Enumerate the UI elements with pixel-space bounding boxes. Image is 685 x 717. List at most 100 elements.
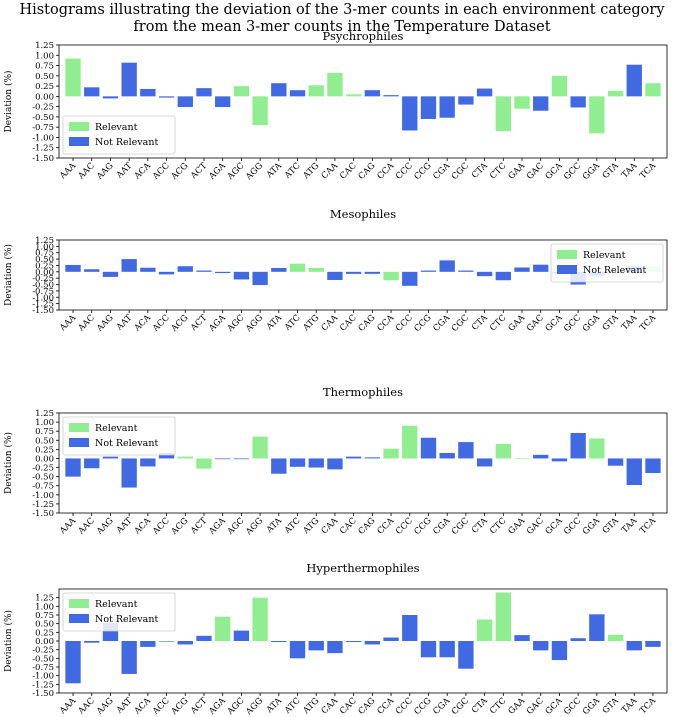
bar-cta bbox=[476, 88, 493, 97]
axes-frame bbox=[58, 412, 668, 514]
y-tick-label: -0.75 bbox=[32, 663, 54, 673]
y-tick-label: -0.75 bbox=[32, 123, 54, 133]
bar-aaa bbox=[65, 264, 81, 272]
x-tick-label-cca: CCA bbox=[376, 515, 397, 536]
bar-aag bbox=[102, 271, 119, 277]
x-tick-label-cta: CTA bbox=[470, 312, 490, 332]
x-tick-label-cac: CAC bbox=[338, 161, 359, 182]
bar-gca bbox=[551, 458, 568, 462]
x-tick-label-gta: GTA bbox=[601, 160, 622, 181]
x-tick-label-atg: ATG bbox=[301, 516, 322, 537]
bar-ccg bbox=[420, 437, 437, 459]
bar-ccc bbox=[402, 615, 418, 641]
bar-agc bbox=[233, 271, 250, 280]
x-tick-label-ccg: CCG bbox=[413, 313, 434, 334]
bar-ccg bbox=[420, 270, 437, 272]
y-tick-label: -1.25 bbox=[32, 500, 54, 510]
x-tick-label-aga: AGA bbox=[207, 695, 229, 717]
bar-atg bbox=[308, 458, 324, 468]
bar-cac bbox=[345, 456, 362, 459]
y-tick-label: -0.25 bbox=[32, 274, 54, 284]
bar-acc bbox=[158, 271, 175, 275]
bar-acc bbox=[158, 453, 175, 459]
x-tick-label-agg: AGG bbox=[244, 313, 266, 335]
x-tick-label-ccc: CCC bbox=[394, 313, 415, 334]
bar-gaa bbox=[514, 267, 530, 272]
y-tick-label: -1.50 bbox=[32, 306, 54, 316]
x-tick-label-cac: CAC bbox=[338, 696, 359, 717]
x-tick-label-gac: GAC bbox=[525, 313, 546, 334]
legend-swatch-relevant bbox=[69, 122, 89, 131]
bar-ata bbox=[271, 458, 287, 474]
x-tick-label-ctc: CTC bbox=[488, 516, 508, 536]
y-tick-label: 0.25 bbox=[35, 82, 54, 92]
bar-aca bbox=[140, 267, 156, 272]
legend-label-not-relevant: Not Relevant bbox=[583, 265, 646, 276]
bar-cag bbox=[364, 271, 381, 274]
panel-psychrophiles: Psychrophiles1.251.000.750.500.250.00-0.… bbox=[3, 29, 668, 183]
panel-mesophiles: Mesophiles1.251.000.750.500.250.00-0.25-… bbox=[3, 207, 668, 335]
bar-aag bbox=[102, 456, 119, 459]
bar-cga bbox=[439, 96, 455, 118]
legend-swatch-not-relevant bbox=[557, 265, 577, 274]
x-tick-label-cga: CGA bbox=[431, 160, 452, 181]
x-tick-label-aaa: AAA bbox=[57, 312, 78, 333]
x-tick-label-cag: CAG bbox=[357, 696, 378, 717]
x-tick-label-gaa: GAA bbox=[507, 695, 528, 716]
bar-gac bbox=[533, 96, 549, 111]
bar-ctc bbox=[495, 443, 511, 459]
x-tick-label-aga: AGA bbox=[207, 515, 229, 537]
bar-gca bbox=[551, 641, 568, 661]
x-tick-label-acc: ACC bbox=[150, 313, 171, 334]
x-tick-label-cta: CTA bbox=[470, 695, 490, 715]
x-tick-label-cta: CTA bbox=[470, 515, 490, 535]
bar-gca bbox=[551, 75, 568, 97]
bar-cca bbox=[383, 448, 399, 459]
bar-gcc bbox=[570, 96, 586, 108]
bar-aag bbox=[102, 96, 119, 99]
x-tick-label-cgc: CGC bbox=[450, 696, 471, 717]
x-tick-label-agc: AGC bbox=[225, 696, 247, 717]
x-tick-label-atc: ATC bbox=[282, 161, 302, 181]
x-tick-label-ccc: CCC bbox=[394, 516, 415, 537]
x-tick-label-aat: AAT bbox=[114, 161, 134, 181]
y-tick-label: -1.50 bbox=[32, 154, 54, 164]
x-tick-label-agc: AGC bbox=[225, 516, 247, 538]
x-tick-label-agc: AGC bbox=[225, 161, 247, 183]
x-tick-label-gca: GCA bbox=[544, 695, 565, 716]
figure-title-line2: from the mean 3-mer counts in the Temper… bbox=[133, 19, 550, 35]
bar-gcc bbox=[570, 638, 586, 641]
x-tick-label-acc: ACC bbox=[150, 161, 171, 182]
x-tick-label-aag: AAG bbox=[94, 696, 115, 717]
x-tick-label-atc: ATC bbox=[282, 696, 302, 716]
x-tick-label-taa: TAA bbox=[620, 160, 640, 180]
y-tick-label: 1.00 bbox=[35, 602, 54, 612]
x-tick-label-cga: CGA bbox=[431, 515, 452, 536]
bar-gaa bbox=[514, 96, 530, 109]
x-tick-label-aag: AAG bbox=[94, 161, 115, 182]
x-tick-label-gac: GAC bbox=[525, 161, 546, 182]
bar-cga bbox=[439, 641, 455, 658]
bar-cca bbox=[383, 637, 399, 641]
x-tick-label-gta: GTA bbox=[601, 515, 622, 536]
legend-label-relevant: Relevant bbox=[95, 599, 138, 610]
y-tick-label: 1.00 bbox=[35, 418, 54, 428]
x-tick-label-ata: ATA bbox=[264, 515, 284, 535]
bar-tca bbox=[645, 641, 661, 647]
bar-gac bbox=[533, 264, 549, 272]
y-tick-label: 1.00 bbox=[35, 51, 54, 61]
x-tick-label-agg: AGG bbox=[244, 161, 266, 183]
y-axis-label: Deviation (%) bbox=[3, 432, 14, 494]
x-tick-label-gcc: GCC bbox=[562, 696, 583, 717]
bar-ctc bbox=[495, 271, 511, 281]
x-tick-label-cca: CCA bbox=[376, 312, 397, 333]
bar-atg bbox=[308, 268, 324, 272]
bar-ata bbox=[271, 641, 287, 643]
x-tick-label-cca: CCA bbox=[376, 160, 397, 181]
bar-agg bbox=[252, 597, 268, 641]
x-tick-label-caa: CAA bbox=[320, 695, 341, 716]
y-tick-label: 0.75 bbox=[35, 249, 54, 259]
legend: Relevant Not Relevant bbox=[62, 592, 176, 632]
x-tick-label-ctc: CTC bbox=[488, 161, 508, 181]
